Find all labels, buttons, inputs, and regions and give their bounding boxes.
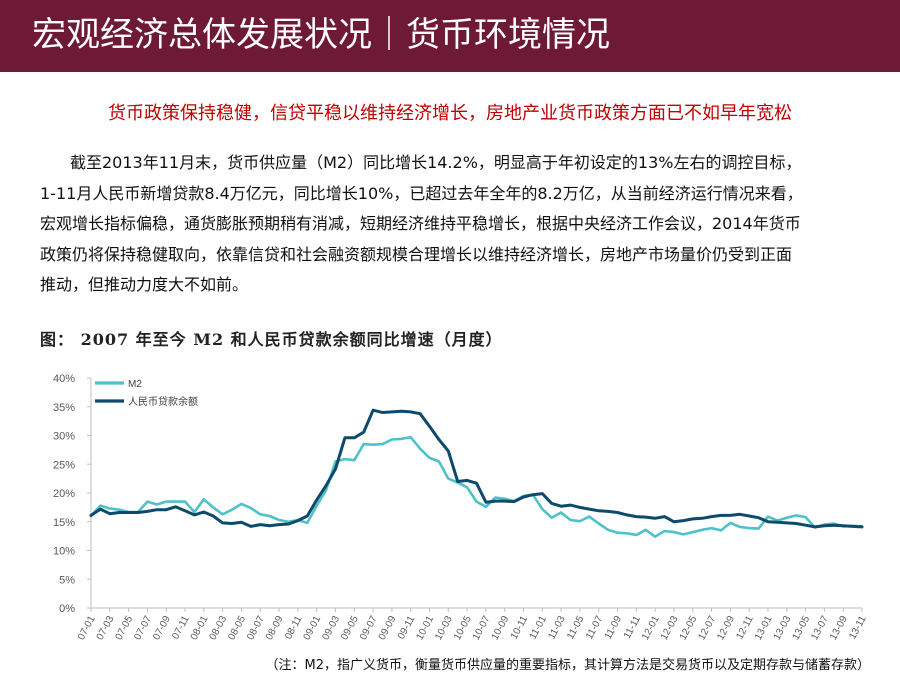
body-line: 宏观增长指标偏稳，通货膨胀预期稍有消减，短期经济维持平稳增长，根据中央经济工作会… <box>40 214 801 233</box>
x-tick-label: 09-09 <box>377 614 399 642</box>
x-tick-label: 13-09 <box>828 614 850 642</box>
header-bar: 宏观经济总体发展状况｜货币环境情况 <box>0 0 900 72</box>
body-line: 1-11月人民币新增贷款8.4万亿元，同比增长10%，已超过去年全年的8.2万亿… <box>40 183 803 203</box>
y-tick-label: 0% <box>59 603 75 615</box>
x-tick-label: 11-01 <box>528 614 550 641</box>
body-line: 推动，但推动力度大不如前。 <box>40 275 249 294</box>
y-tick-label: 30% <box>53 431 75 443</box>
x-tick-label: 11-05 <box>565 614 587 641</box>
x-tick-label: 13-11 <box>847 614 869 641</box>
legend-label: M2 <box>128 379 142 390</box>
x-tick-label: 12-09 <box>715 614 737 642</box>
y-tick-label: 25% <box>53 459 75 471</box>
series-line-0 <box>89 435 864 539</box>
legend-label: 人民币贷款余额 <box>128 395 198 408</box>
body-paragraph: 截至2013年11月末，货币供应量（M2）同比增长14.2%，明显高于年初设定的… <box>40 148 870 301</box>
x-tick-label: 10-11 <box>509 614 531 641</box>
x-tick-label: 10-09 <box>490 614 512 642</box>
y-tick-label: 40% <box>53 373 75 385</box>
x-tick-label: 11-09 <box>603 614 625 641</box>
x-tick-label: 11-07 <box>584 614 606 641</box>
y-tick-label: 5% <box>59 574 75 586</box>
y-tick-label: 10% <box>53 546 75 558</box>
page-subtitle: 货币政策保持稳健，信贷平稳以维持经济增长，房地产业货币政策方面已不如早年宽松 <box>108 103 792 124</box>
x-tick-label: 07-09 <box>151 614 173 642</box>
page-title: 宏观经济总体发展状况｜货币环境情况 <box>32 15 610 55</box>
y-tick-label: 35% <box>53 402 75 414</box>
body-line: 截至2013年11月末，货币供应量（M2）同比增长14.2%，明显高于年初设定的… <box>70 153 802 172</box>
x-tick-label: 11-03 <box>546 614 568 641</box>
y-tick-label: 20% <box>53 488 75 500</box>
series-line-1 <box>89 408 864 529</box>
body-line: 政策仍将保持稳健取向，依靠信贷和社会融资额规模合理增长以维持经济增长，房地产市场… <box>40 244 793 264</box>
footnote: （注：M2，指广义货币，衡量货币供应量的重要指标，其计算方法是交易货币以及定期存… <box>265 658 871 673</box>
chart-title: 图： 2007 年至今 M2 和人民币贷款余额同比增速（月度） <box>40 330 503 349</box>
x-tick-label: 08-09 <box>264 614 286 642</box>
y-tick-label: 15% <box>53 517 75 529</box>
